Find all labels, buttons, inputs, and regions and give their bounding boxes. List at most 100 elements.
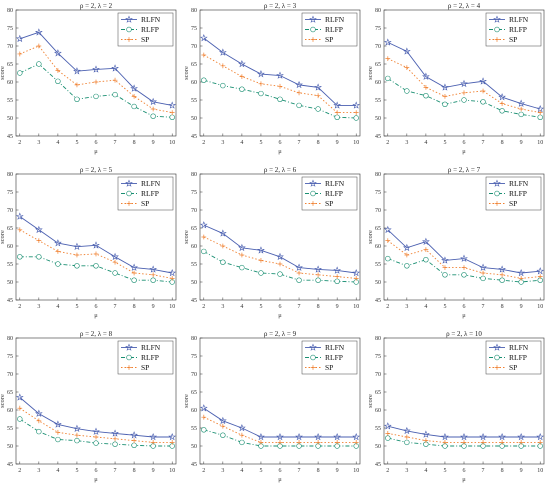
y-tick-label: 70	[375, 372, 381, 378]
legend-label-rlfn: RLFN	[325, 179, 345, 188]
x-tick-label: 6	[463, 304, 466, 310]
point-rlfn	[257, 432, 265, 441]
x-tick-label: 4	[56, 304, 59, 310]
y-tick-label: 65	[7, 62, 13, 68]
y-tick-label: 75	[7, 190, 13, 196]
legend-label-rlfn: RLFN	[325, 343, 345, 352]
x-tick-label: 10	[537, 140, 543, 146]
point-sp	[112, 436, 118, 442]
point-sp	[277, 261, 283, 267]
point-sp	[131, 94, 137, 99]
point-sp	[499, 440, 505, 445]
point-rlfp	[258, 270, 264, 276]
legend-label-sp: SP	[509, 363, 517, 372]
point-rlfn	[218, 48, 227, 56]
x-tick-label: 6	[463, 468, 466, 474]
x-tick-label: 2	[18, 304, 21, 310]
point-rlfn	[15, 34, 24, 43]
point-rlfp	[55, 436, 61, 443]
y-tick-label: 60	[375, 80, 381, 86]
point-rlfn	[460, 432, 468, 441]
point-rlfn	[498, 432, 506, 441]
point-rlfn	[295, 80, 303, 89]
point-rlfn	[199, 221, 208, 229]
point-rlfn	[111, 252, 119, 261]
point-rlfp	[334, 114, 340, 120]
point-rlfp	[423, 92, 429, 99]
y-tick-label: 75	[375, 354, 381, 360]
y-tick-label: 45	[375, 298, 381, 304]
legend-label-rlfp: RLFP	[325, 25, 343, 34]
x-tick-label: 7	[114, 304, 117, 310]
x-tick-label: 8	[317, 468, 320, 474]
point-rlfn	[257, 70, 265, 78]
point-rlfn	[314, 265, 322, 273]
y-tick-label: 45	[375, 462, 381, 468]
series-line-rlfn	[19, 397, 173, 438]
legend-label-rlfn: RLFN	[509, 343, 529, 352]
series-line-rlfn	[387, 229, 541, 274]
point-rlfp	[385, 255, 391, 262]
series-line-sp	[203, 54, 357, 114]
point-rlfp	[220, 82, 226, 89]
x-tick-label: 4	[240, 304, 243, 310]
legend-marker-circle-icon	[494, 354, 500, 361]
y-tick-label: 60	[191, 244, 197, 250]
point-rlfn	[422, 72, 430, 80]
point-sp	[93, 251, 99, 257]
point-sp	[17, 227, 23, 233]
x-tick-label: 3	[405, 468, 408, 474]
point-sp	[404, 252, 410, 258]
point-rlfp	[201, 427, 207, 433]
point-sp	[499, 101, 505, 106]
point-rlfp	[112, 270, 118, 276]
x-tick-label: 5	[259, 140, 262, 146]
y-tick-label: 80	[375, 336, 381, 342]
point-rlfp	[17, 416, 23, 422]
point-sp	[315, 440, 321, 445]
point-rlfn	[276, 252, 284, 261]
point-rlfp	[296, 102, 302, 109]
y-tick-label: 60	[7, 408, 13, 414]
y-tick-label: 65	[375, 226, 381, 232]
point-rlfp	[537, 114, 543, 120]
point-rlfn	[333, 266, 342, 274]
x-tick-label: 3	[221, 140, 224, 146]
point-sp	[385, 238, 391, 243]
point-rlfn	[479, 77, 487, 85]
legend-label-rlfn: RLFN	[141, 15, 161, 24]
y-tick-label: 70	[191, 208, 197, 214]
point-sp	[537, 274, 543, 279]
point-sp	[480, 440, 486, 445]
point-rlfp	[112, 441, 118, 447]
y-axis-label: score	[367, 394, 374, 408]
point-rlfn	[402, 47, 411, 55]
point-rlfn	[422, 237, 430, 245]
legend-marker-circle-icon	[310, 190, 316, 197]
legend-marker-star-icon	[125, 15, 133, 23]
x-tick-label: 6	[95, 140, 98, 146]
x-tick-label: 5	[443, 140, 446, 146]
point-rlfn	[54, 420, 62, 428]
y-tick-label: 45	[375, 134, 381, 140]
y-tick-label: 45	[7, 462, 13, 468]
point-rlfn	[34, 225, 43, 234]
series-line-rlfp	[387, 437, 541, 447]
x-tick-label: 8	[317, 140, 320, 146]
subplot-title: ρ = 2, λ = 8	[80, 330, 113, 338]
point-rlfn	[295, 263, 303, 271]
subplot-title: ρ = 2, λ = 5	[80, 166, 113, 174]
point-sp	[296, 90, 302, 96]
x-tick-label: 3	[221, 304, 224, 310]
